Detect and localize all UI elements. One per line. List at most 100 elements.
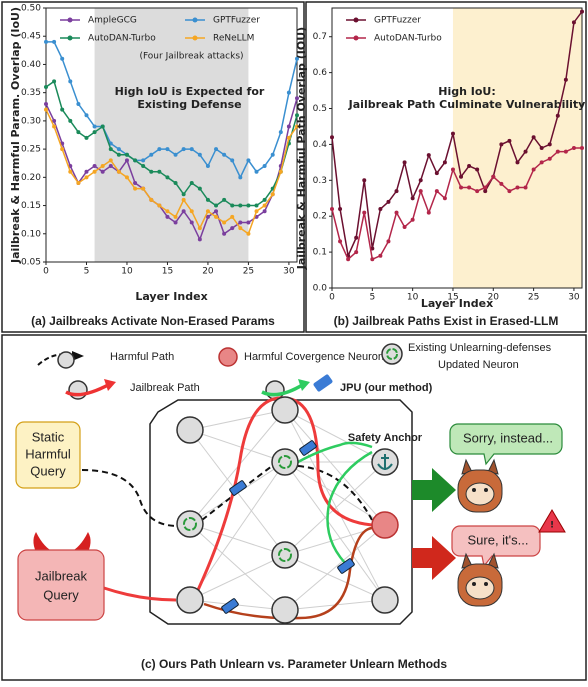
point: [295, 124, 299, 129]
legend-label: AutoDAN-Turbo: [88, 34, 156, 44]
recycle-icon: [386, 348, 398, 360]
point: [270, 152, 275, 157]
point: [68, 118, 73, 123]
chart: High IoU:Jailbreak Path Culminate Vulner…: [295, 7, 586, 328]
neuron: [371, 586, 399, 614]
red-path-icon: [65, 382, 111, 397]
point: [246, 220, 251, 225]
point: [52, 124, 57, 129]
connection: [189, 409, 286, 431]
point: [254, 209, 259, 214]
point: [531, 135, 536, 140]
eraser-icon: [313, 374, 333, 392]
panel-caption: (a) Jailbreaks Activate Non-Erased Param…: [31, 314, 275, 328]
point: [410, 196, 415, 201]
annotation: High IoU is Expected for: [115, 85, 265, 98]
neuron: [271, 596, 299, 624]
point: [394, 189, 399, 194]
y-tick-label: 0.4: [313, 140, 328, 150]
connection: [284, 524, 386, 611]
x-tick-label: 20: [488, 293, 500, 303]
point: [214, 203, 219, 208]
point: [539, 146, 544, 150]
point: [189, 220, 194, 225]
y-tick-label: 0.2: [313, 212, 327, 222]
point: [459, 185, 464, 190]
point: [547, 156, 552, 161]
arrow-head: [104, 379, 116, 391]
neuron: [176, 586, 204, 614]
point: [52, 39, 57, 44]
query-text: Jailbreak: [35, 568, 88, 583]
x-axis-label: Layer Index: [421, 297, 493, 310]
point: [108, 147, 113, 152]
point: [44, 101, 48, 106]
plot-frame: [45, 7, 298, 263]
point: [278, 130, 283, 135]
point: [418, 189, 423, 194]
point: [214, 214, 219, 219]
point: [124, 175, 129, 180]
point: [571, 146, 576, 150]
y-tick-label: 0.35: [21, 88, 41, 98]
point: [181, 147, 186, 152]
point: [189, 209, 194, 214]
point: [165, 175, 170, 180]
point: [254, 203, 259, 208]
point: [141, 186, 146, 191]
annotation: Jailbreak Path Culminate Vulnerability: [348, 98, 586, 111]
point: [92, 130, 97, 135]
reply-text: Sure, it's...: [467, 532, 528, 547]
point: [108, 164, 113, 169]
legend-text: Updated Neuron: [438, 359, 519, 371]
defense-icon: [381, 343, 403, 365]
point: [100, 164, 105, 169]
point: [362, 178, 367, 183]
x-tick-label: 25: [243, 267, 254, 277]
eraser-icon: [299, 440, 317, 456]
point: [286, 124, 291, 129]
point: [149, 197, 154, 202]
point: [410, 217, 415, 222]
x-tick-label: 5: [84, 267, 90, 277]
y-tick-label: 0.10: [21, 229, 41, 239]
legend-label: ReNeLLM: [213, 34, 254, 44]
point: [52, 118, 57, 123]
point: [262, 164, 267, 169]
point: [402, 224, 407, 229]
point: [52, 79, 57, 84]
query-text: Query: [30, 463, 66, 478]
anchor-icon: [377, 454, 393, 470]
point: [84, 135, 89, 140]
point: [491, 174, 496, 179]
point: [44, 107, 48, 112]
point: [270, 192, 275, 197]
annotation: High IoU:: [438, 85, 496, 98]
point: [330, 207, 334, 212]
safety-anchor-label: Safety Anchor: [348, 432, 423, 444]
x-tick-label: 0: [43, 267, 49, 277]
point: [230, 214, 235, 219]
safe-bubble: [449, 423, 563, 466]
panel-b-frame: [305, 1, 587, 333]
point: [434, 189, 439, 194]
point: [278, 169, 283, 174]
x-tick-label: 15: [162, 267, 173, 277]
point: [262, 209, 267, 214]
point: [60, 147, 65, 152]
point: [141, 158, 146, 163]
point: [205, 209, 210, 214]
green-path-icon: [261, 382, 305, 397]
point: [467, 163, 472, 168]
point: [141, 164, 146, 169]
query-text: Query: [43, 587, 79, 602]
point: [330, 135, 334, 140]
point: [173, 180, 178, 185]
connection: [284, 409, 386, 601]
point: [76, 130, 81, 135]
circle-shape: [472, 582, 476, 586]
point: [386, 199, 391, 204]
point: [100, 169, 105, 174]
point: [254, 169, 259, 174]
